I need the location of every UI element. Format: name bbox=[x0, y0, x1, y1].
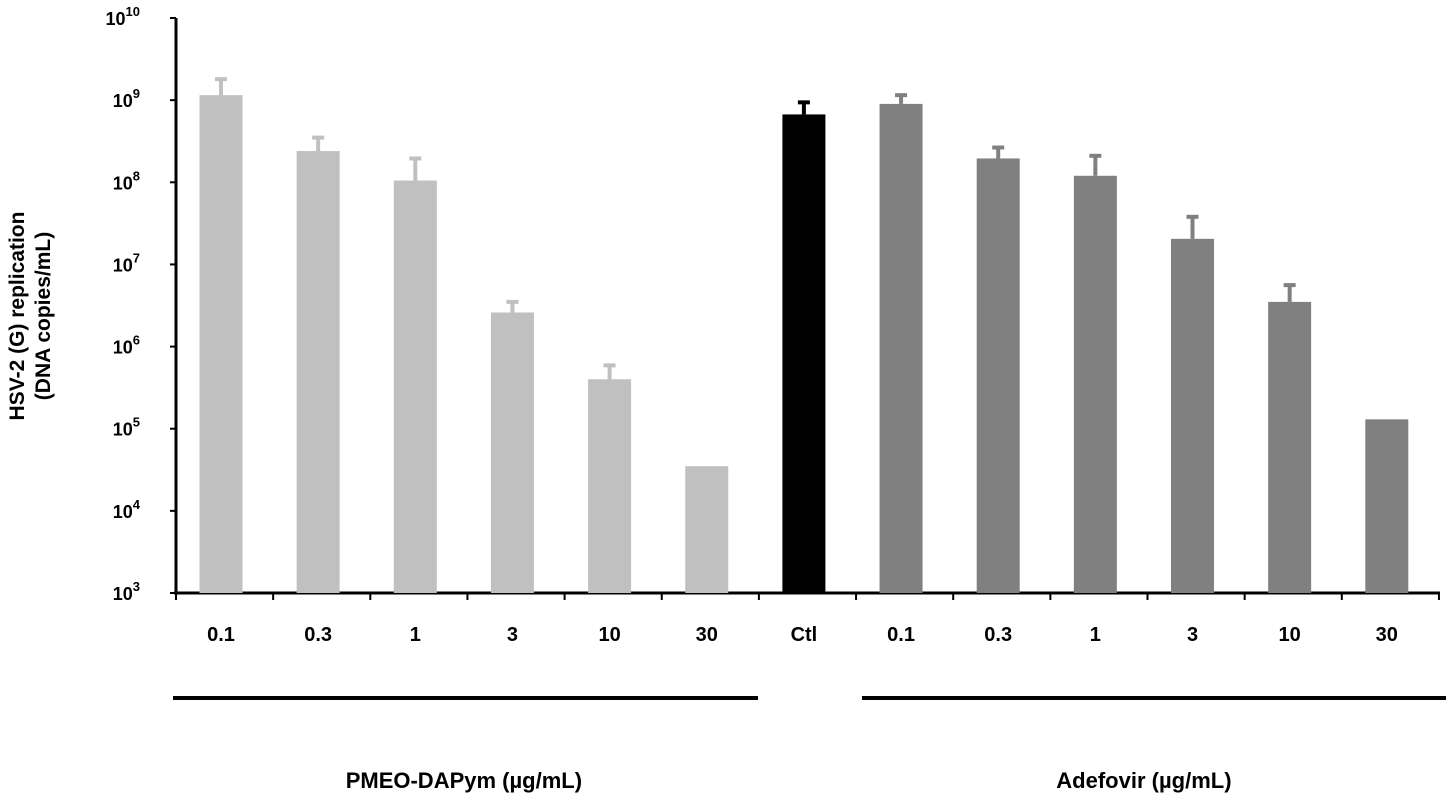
bar bbox=[685, 466, 729, 593]
group-brackets: PMEO-DAPym (µg/mL) Adefovir (µg/mL) bbox=[173, 696, 1446, 793]
bar bbox=[879, 103, 923, 594]
x-category-label: 10 bbox=[1279, 624, 1301, 646]
x-axis-categories: 0.1 0.3 1 3 10 30 Ctl 0.1 0.3 1 3 10 30 bbox=[207, 624, 1398, 646]
x-category-label: 3 bbox=[1187, 624, 1198, 646]
y-axis-title: HSV-2 (G) replication (DNA copies/mL) bbox=[6, 212, 55, 421]
x-category-label: Ctl bbox=[791, 624, 818, 646]
x-category-label: 10 bbox=[598, 624, 620, 646]
x-category-label: 0.3 bbox=[984, 624, 1012, 646]
y-tick-label: 107 bbox=[113, 250, 140, 275]
bar bbox=[393, 180, 437, 593]
x-category-label: 30 bbox=[1376, 624, 1398, 646]
x-category-label: 0.1 bbox=[887, 624, 915, 646]
y-tick-label: 106 bbox=[113, 333, 140, 358]
group-label: Adefovir (µg/mL) bbox=[1056, 768, 1231, 793]
y-axis-ticks: 103 104 105 106 107 108 109 1010 bbox=[106, 4, 176, 604]
y-axis-title-line-1: HSV-2 (G) replication bbox=[6, 212, 29, 421]
bar bbox=[490, 312, 534, 593]
group-label: PMEO-DAPym (µg/mL) bbox=[346, 768, 582, 793]
x-category-label: 1 bbox=[410, 624, 421, 646]
bar bbox=[199, 95, 243, 594]
bar bbox=[1268, 301, 1312, 593]
bar bbox=[1365, 419, 1409, 593]
y-tick-label: 105 bbox=[113, 415, 140, 440]
bar bbox=[588, 379, 632, 593]
bar bbox=[976, 158, 1020, 594]
x-category-label: 0.1 bbox=[207, 624, 235, 646]
x-category-label: 30 bbox=[696, 624, 718, 646]
x-category-label: 3 bbox=[507, 624, 518, 646]
y-tick-label: 1010 bbox=[106, 4, 141, 29]
y-axis-title-line-2: (DNA copies/mL) bbox=[32, 232, 55, 400]
bar bbox=[1073, 175, 1117, 593]
y-tick-label: 108 bbox=[113, 168, 140, 193]
y-tick-label: 104 bbox=[113, 497, 141, 522]
bar bbox=[782, 114, 826, 594]
y-tick-label: 103 bbox=[113, 579, 140, 604]
bar bbox=[296, 151, 340, 593]
x-category-label: 0.3 bbox=[304, 624, 332, 646]
x-category-label: 1 bbox=[1090, 624, 1101, 646]
bar bbox=[1171, 238, 1214, 593]
y-tick-label: 109 bbox=[113, 86, 140, 111]
bars bbox=[199, 77, 1409, 594]
